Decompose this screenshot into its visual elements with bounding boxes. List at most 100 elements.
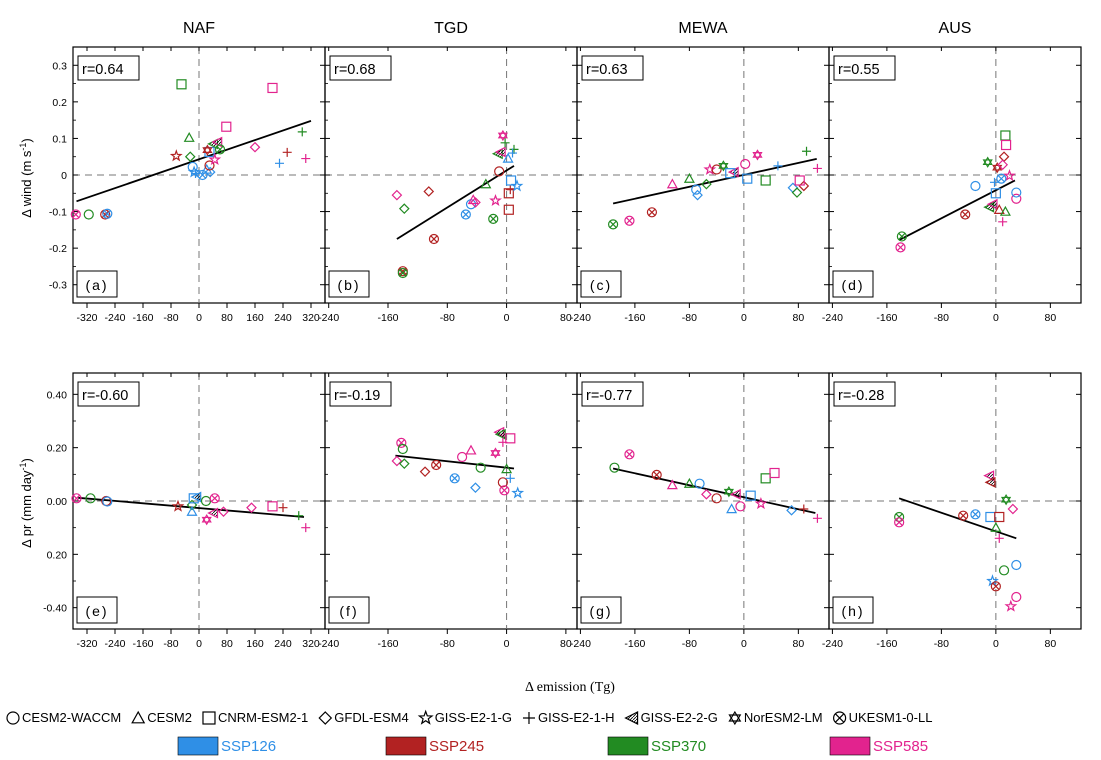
data-point [171, 499, 185, 512]
data-point [497, 477, 508, 488]
panel-b: TGD -240 -160 -80 0 80 r=0.68 (b) [318, 20, 578, 324]
y-tick-label: 0.20 [47, 549, 68, 561]
region-title: TGD [434, 20, 468, 37]
data-point [984, 476, 996, 488]
y-axis-label-wind: Δ wind (m s-1) [18, 138, 34, 218]
panel-letter-text: (c) [590, 277, 612, 293]
data-point [745, 490, 756, 501]
legend-label: GISS-E2-2-G [641, 710, 718, 725]
correlation-label: r=-0.77 [581, 381, 644, 407]
correlation-text: r=-0.19 [334, 388, 380, 404]
data-point [85, 493, 96, 504]
data-point [431, 459, 442, 471]
correlation-text: r=0.68 [334, 62, 376, 78]
data-point [729, 488, 741, 500]
data-point [186, 499, 198, 511]
panel-d: AUS -240 -160 -80 0 80 r=0.55 (d) [822, 20, 1082, 324]
legend-item-cnrm-esm2-1: CNRM-ESM2-1 [202, 710, 308, 725]
x-tick-label: -160 [624, 638, 645, 650]
x-tick-label: -240 [104, 312, 125, 324]
legend-item-cesm2: CESM2 [131, 710, 192, 725]
data-point [187, 161, 198, 173]
x-tick-label: 0 [993, 638, 999, 650]
data-point [994, 533, 1004, 543]
data-point [769, 467, 780, 479]
panel-letter: (b) [328, 270, 370, 298]
x-tick-label: -240 [570, 638, 591, 650]
data-point [994, 511, 1005, 523]
x-tick-label: 0 [504, 638, 510, 650]
data-point [752, 149, 763, 161]
correlation-label: r=0.68 [329, 55, 392, 81]
scenario-legend: SSP126 SSP245 SSP370 SSP585 [177, 736, 928, 756]
panel-letter: (h) [832, 596, 874, 624]
x-tick-label: -240 [822, 638, 843, 650]
panel-letter-text: (a) [85, 277, 108, 293]
legend-label: NorESM2-LM [744, 710, 823, 725]
data-point [711, 493, 722, 504]
x-tick-label: 80 [560, 312, 572, 324]
data-point [794, 175, 805, 186]
x-tick-label: -160 [377, 638, 398, 650]
y-tick-label: -0.3 [49, 280, 67, 292]
data-point [398, 203, 410, 214]
correlation-label: r=-0.60 [77, 381, 140, 407]
data-point [666, 178, 678, 189]
data-point [204, 166, 216, 178]
y-axis-label-precip: Δ pr (mm day-1) [18, 458, 34, 548]
x-tick-label: 240 [274, 638, 292, 650]
data-point [683, 172, 695, 183]
data-point [703, 162, 717, 175]
data-point [183, 131, 195, 142]
model-legend: CESM2-WACCM CESM2 CNRM-ESM2-1 GFDL-ESM4 GISS… [6, 709, 933, 726]
legend-star-of-david-icon [728, 710, 742, 726]
data-point [998, 565, 1010, 576]
data-point [990, 188, 1001, 199]
y-tick-label: 0.1 [52, 133, 67, 145]
x-axis-label: Δ emission (Tg) [525, 680, 615, 695]
legend-item-ssp126: SSP126 [177, 736, 276, 756]
data-point [894, 511, 905, 523]
regression-line [396, 165, 515, 240]
legend-label: CESM2 [147, 710, 192, 725]
panel-a: NAF -320 -240 -160 -80 0 80 160 240 320 -0.3 -0.2 -0… [49, 20, 326, 324]
panel-letter: (f) [328, 596, 370, 624]
data-point [169, 149, 183, 162]
data-point [624, 215, 635, 226]
legend-item-giss-e2-1-g: GISS-E2-1-G [417, 709, 512, 725]
data-point [998, 217, 1008, 227]
legend-circle-x-icon [833, 711, 847, 725]
panel-letter-text: (f) [339, 603, 358, 619]
data-point [505, 473, 515, 483]
correlation-label: r=0.64 [77, 55, 140, 81]
scenario-label: SSP126 [221, 738, 276, 755]
correlation-label: r=-0.19 [329, 381, 392, 407]
x-tick-label: -320 [76, 312, 97, 324]
data-point [718, 160, 729, 172]
x-tick-label: 0 [741, 638, 747, 650]
panel-grid: NAF -320 -240 -160 -80 0 80 160 240 320 -0.3 -0.2 -0… [43, 20, 1082, 650]
data-point [489, 193, 502, 207]
data-point [609, 462, 620, 473]
y-tick-label: 0 [61, 170, 67, 182]
scenario-swatch [607, 736, 649, 756]
data-point [497, 129, 508, 142]
data-point [480, 178, 492, 189]
data-point [1000, 130, 1011, 141]
region-title: AUS [939, 20, 972, 37]
data-point [970, 180, 981, 192]
legend-label: UKESM1-0-LL [849, 710, 933, 725]
data-point [624, 449, 635, 460]
data-point [184, 151, 196, 163]
data-point [727, 166, 739, 178]
data-point [301, 523, 311, 533]
correlation-label: r=0.63 [581, 55, 644, 81]
legend-circle-icon [6, 711, 20, 725]
panel-letter: (c) [580, 270, 622, 298]
data-point [651, 469, 662, 480]
data-point [773, 161, 783, 171]
data-point [282, 147, 292, 157]
data-point [646, 207, 658, 218]
data-point [691, 184, 702, 195]
data-point [465, 199, 477, 210]
